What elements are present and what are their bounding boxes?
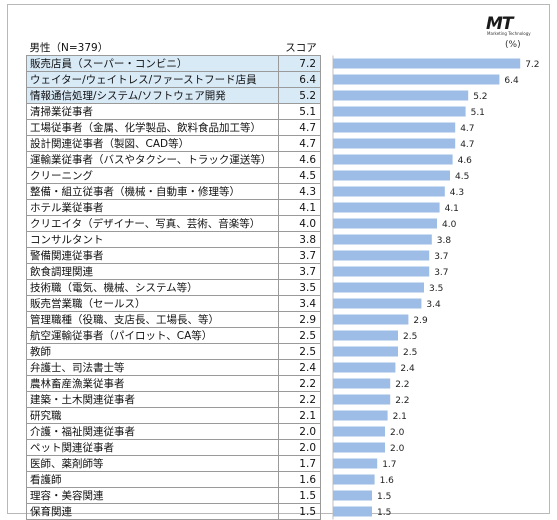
bar-value-label: 1.6 <box>380 476 395 486</box>
bar-value-label: 2.2 <box>395 396 409 406</box>
bar-value-label: 2.2 <box>395 380 409 390</box>
row-score: 7.2 <box>278 55 321 72</box>
table-header-row: 男性（N=379） スコア <box>26 40 321 56</box>
bar-value-label: 2.0 <box>390 444 405 454</box>
bar <box>333 506 372 517</box>
row-category: 設計関連従事者（製図、CAD等） <box>26 135 279 152</box>
bar-value-label: 7.2 <box>525 60 539 70</box>
table-row: 販売営業職（セールス） 3.4 <box>26 295 321 312</box>
bar-value-label: 4.3 <box>450 188 464 198</box>
bar <box>333 378 391 389</box>
row-score: 2.4 <box>278 359 321 376</box>
table-row: 整備・組立従事者（機械・自動車・修理等） 4.3 <box>26 183 321 200</box>
bar-value-label: 2.0 <box>390 428 405 438</box>
bar-value-label: 6.4 <box>504 76 519 86</box>
bar <box>333 90 469 101</box>
bar <box>333 234 432 245</box>
bar-value-label: 2.9 <box>413 316 428 326</box>
bar <box>333 474 375 485</box>
bar <box>333 154 453 165</box>
bar <box>333 346 398 357</box>
table-row: 設計関連従事者（製図、CAD等） 4.7 <box>26 135 321 152</box>
bar <box>333 266 430 277</box>
row-category: 保育関連 <box>26 503 279 520</box>
row-score: 2.1 <box>278 407 321 424</box>
bar-value-label: 4.1 <box>445 204 459 214</box>
unit-label: (%) <box>505 40 521 50</box>
bar <box>333 74 500 85</box>
row-category: 整備・組立従事者（機械・自動車・修理等） <box>26 183 279 200</box>
bar <box>333 458 378 469</box>
table-row: ホテル業従事者 4.1 <box>26 199 321 216</box>
logo-mark: MT <box>486 14 513 34</box>
row-score: 2.2 <box>278 391 321 408</box>
table-row: 保育関連 1.5 <box>26 503 321 520</box>
bar <box>333 138 456 149</box>
bar <box>333 426 385 437</box>
bar <box>333 122 456 133</box>
bar-value-label: 3.4 <box>426 300 441 310</box>
bar-value-label: 5.1 <box>471 108 485 118</box>
row-score: 3.4 <box>278 295 321 312</box>
bar-value-label: 3.7 <box>434 268 448 278</box>
row-score: 2.9 <box>278 311 321 328</box>
row-score: 3.5 <box>278 279 321 296</box>
bar-value-label: 1.5 <box>377 508 391 518</box>
bar <box>333 58 521 69</box>
row-category: 清掃業従事者 <box>26 103 279 120</box>
logo-subtitle: Marketing Technology <box>487 31 531 36</box>
row-score: 5.2 <box>278 87 321 104</box>
bar <box>333 490 372 501</box>
bar <box>333 106 466 117</box>
company-logo: MT Marketing Technology <box>486 14 536 37</box>
score-table: 男性（N=379） スコア 販売店員（スーパー・コンビニ） 7.2 ウェイター/ウェ… <box>26 40 321 520</box>
row-score: 2.0 <box>278 423 321 440</box>
bar <box>333 170 450 181</box>
bar-value-label: 3.8 <box>437 236 452 246</box>
row-score: 4.3 <box>278 183 321 200</box>
table-row: 弁護士、司法書士等 2.4 <box>26 359 321 376</box>
bar-value-label: 3.7 <box>434 252 448 262</box>
table-row: 航空運輸従事者（パイロット、CA等） 2.5 <box>26 327 321 344</box>
bar-value-label: 4.0 <box>442 220 457 230</box>
row-category: クリーニング <box>26 167 279 184</box>
bar-value-label: 2.1 <box>393 412 407 422</box>
bar-value-label: 2.5 <box>403 332 417 342</box>
bar <box>333 394 391 405</box>
table-row: 介護・福祉関連従事者 2.0 <box>26 423 321 440</box>
row-score: 2.5 <box>278 343 321 360</box>
bar-value-label: 4.7 <box>460 140 474 150</box>
bar-value-label: 3.5 <box>429 284 443 294</box>
bar-value-label: 2.5 <box>403 348 417 358</box>
bar-value-label: 2.4 <box>400 364 415 374</box>
table-row: 清掃業従事者 5.1 <box>26 103 321 120</box>
bar <box>333 442 385 453</box>
bar-value-label: 5.2 <box>473 92 487 102</box>
header-value: スコア <box>278 40 321 56</box>
bar <box>333 218 437 229</box>
table-row: 管理職種（役職、支店長、工場長、等） 2.9 <box>26 311 321 328</box>
bar <box>333 362 396 373</box>
row-score: 4.1 <box>278 199 321 216</box>
bar <box>333 202 440 213</box>
bar <box>333 410 388 421</box>
bar-value-label: 1.7 <box>382 460 396 470</box>
bar <box>333 330 398 341</box>
bar-value-label: 1.5 <box>377 492 391 502</box>
row-score: 2.5 <box>278 327 321 344</box>
bar <box>333 314 409 325</box>
bar <box>333 186 445 197</box>
table-row: 理容・美容関連 1.5 <box>26 487 321 504</box>
bar <box>333 298 422 309</box>
bar <box>333 282 424 293</box>
bar-value-label: 4.5 <box>455 172 469 182</box>
row-score: 1.5 <box>278 503 321 520</box>
row-category: 理容・美容関連 <box>26 487 279 504</box>
bar <box>333 250 430 261</box>
bar-value-label: 4.7 <box>460 124 474 134</box>
bar-value-label: 4.6 <box>458 156 473 166</box>
